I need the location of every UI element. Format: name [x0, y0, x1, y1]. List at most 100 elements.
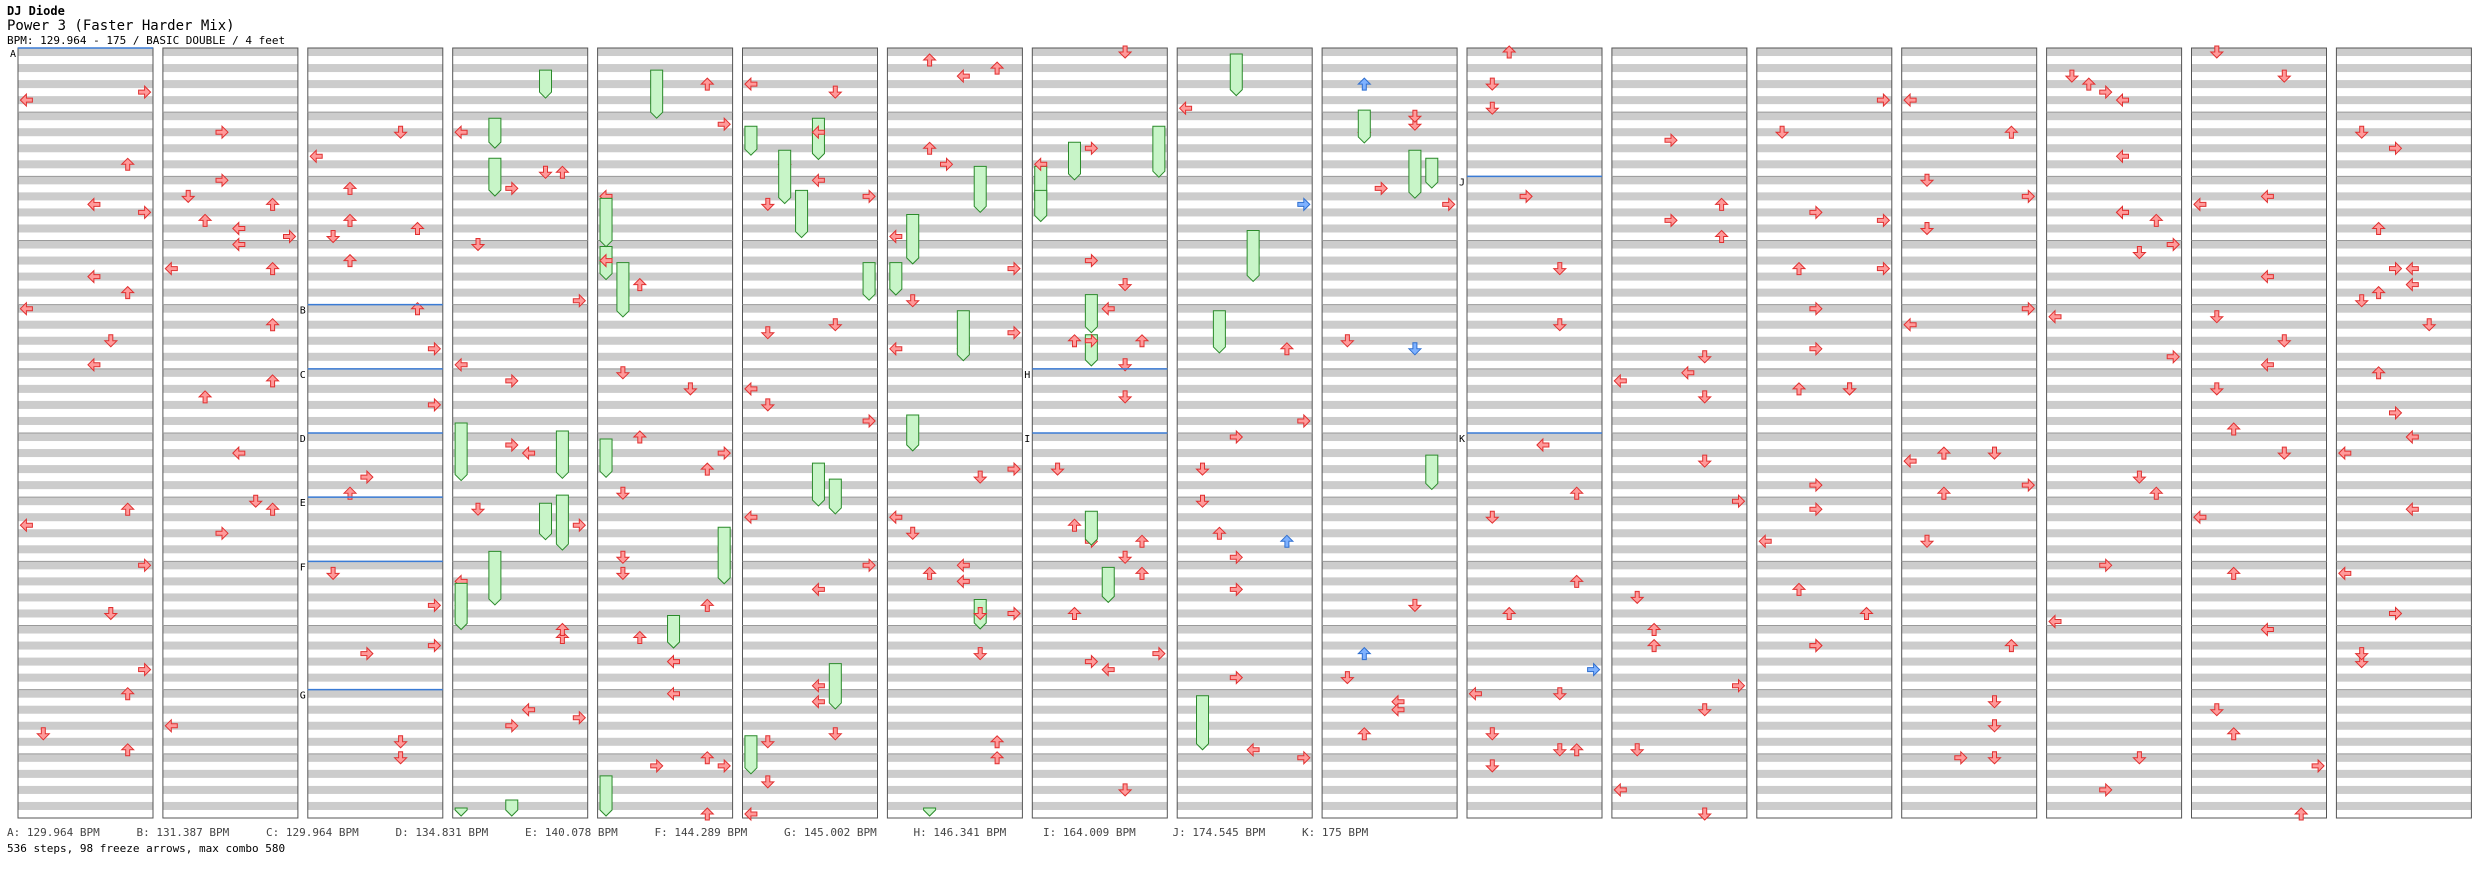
- freeze-arrow: [488, 550, 502, 606]
- chart-column: [1466, 45, 1603, 819]
- step-arrow: [572, 710, 587, 725]
- freeze-arrow: [1084, 294, 1098, 334]
- freeze-arrow: [906, 213, 920, 265]
- step-arrow: [1697, 703, 1712, 717]
- step-arrow: [1485, 727, 1500, 741]
- beat-stripe: [2191, 288, 2327, 297]
- beat-stripe: [742, 336, 878, 345]
- step-arrow: [1391, 702, 1405, 717]
- beat-stripe: [1322, 192, 1458, 201]
- beat-stripe: [597, 561, 733, 570]
- beat-stripe: [1756, 240, 1892, 249]
- step-arrow: [2149, 213, 2164, 227]
- beat-stripe: [1177, 176, 1313, 185]
- beat-stripe: [452, 721, 588, 730]
- beat-stripe: [18, 208, 153, 217]
- freeze-arrow: [505, 799, 519, 817]
- beat-stripe: [597, 737, 733, 746]
- beat-stripe: [2191, 737, 2327, 746]
- beat-stripe: [18, 593, 153, 602]
- beat-stripe: [1322, 336, 1458, 345]
- beat-stripe: [2046, 449, 2182, 458]
- beat-stripe: [2046, 609, 2182, 618]
- beat-stripe: [162, 689, 298, 698]
- beat-stripe: [2336, 593, 2472, 602]
- step-arrow: [744, 509, 758, 525]
- beat-stripe: [1032, 497, 1168, 506]
- step-arrow: [717, 116, 731, 132]
- beat-stripe: [18, 625, 153, 634]
- beat-stripe: [452, 352, 588, 361]
- step-arrow: [555, 165, 570, 179]
- beat-stripe: [2046, 144, 2182, 153]
- beat-stripe: [162, 465, 298, 474]
- beat-stripe: [1322, 272, 1458, 281]
- beat-stripe: [2191, 160, 2327, 169]
- beat-stripe: [2191, 545, 2327, 554]
- step-arrow: [325, 566, 341, 581]
- step-arrow: [2226, 422, 2241, 436]
- beat-stripe: [2336, 144, 2472, 153]
- beat-stripe: [742, 753, 878, 762]
- step-arrow: [1552, 262, 1568, 276]
- step-arrow: [2209, 45, 2225, 59]
- step-arrow: [197, 213, 213, 227]
- beat-stripe: [2046, 96, 2182, 105]
- beat-stripe: [1611, 320, 1747, 329]
- beat-stripe: [1032, 416, 1168, 425]
- beat-stripe: [1032, 208, 1168, 217]
- freeze-arrow: [811, 462, 825, 507]
- beat-stripe: [307, 689, 443, 698]
- beat-stripe: [1611, 48, 1747, 57]
- beat-stripe: [1032, 160, 1168, 169]
- section-label: C: [300, 370, 306, 381]
- beat-stripe: [1322, 449, 1458, 458]
- freeze-arrow: [599, 438, 613, 479]
- beat-stripe: [887, 416, 1023, 425]
- beat-stripe: [1322, 481, 1458, 490]
- step-arrow: [744, 806, 758, 822]
- beat-stripe: [1611, 465, 1747, 474]
- step-arrow: [1613, 782, 1627, 798]
- step-arrow: [1697, 807, 1712, 821]
- beat-stripe: [1177, 545, 1313, 554]
- beat-stripe: [1756, 352, 1892, 361]
- beat-stripe: [2046, 513, 2182, 522]
- step-arrow: [1084, 253, 1099, 268]
- beat-stripe: [452, 304, 588, 313]
- step-arrow: [1357, 727, 1372, 741]
- beat-stripe: [162, 721, 298, 730]
- beat-stripe: [1756, 144, 1892, 153]
- beat-stripe: [1756, 737, 1892, 746]
- step-arrow: [2081, 77, 2097, 91]
- step-arrow: [1134, 566, 1150, 580]
- beat-stripe: [1901, 625, 2037, 634]
- beat-stripe: [887, 48, 1023, 57]
- beat-stripe: [597, 513, 733, 522]
- beat-stripe: [2046, 288, 2182, 297]
- step-arrow: [1357, 77, 1372, 91]
- beat-stripe: [1032, 176, 1168, 185]
- step-arrow: [1629, 743, 1645, 757]
- beat-stripe: [307, 577, 443, 586]
- step-arrow: [1134, 534, 1150, 548]
- beat-stripe: [2046, 529, 2182, 538]
- step-arrow: [1007, 261, 1021, 276]
- beat-stripe: [1756, 96, 1892, 105]
- beat-stripe: [18, 657, 153, 666]
- beat-stripe: [452, 416, 588, 425]
- step-arrow: [905, 294, 920, 308]
- step-arrow: [2149, 486, 2164, 500]
- step-arrow: [717, 758, 731, 774]
- beat-stripe: [307, 625, 443, 634]
- beat-stripe: [18, 224, 153, 233]
- step-arrow: [2193, 509, 2207, 525]
- beat-stripe: [2046, 208, 2182, 217]
- chart-column: [1901, 47, 2038, 819]
- beat-stripe: [1322, 705, 1458, 714]
- beat-stripe: [742, 577, 878, 586]
- step-arrow: [2048, 614, 2062, 629]
- section-label: D: [300, 434, 306, 445]
- beat-stripe: [162, 481, 298, 490]
- step-arrow: [1536, 437, 1550, 453]
